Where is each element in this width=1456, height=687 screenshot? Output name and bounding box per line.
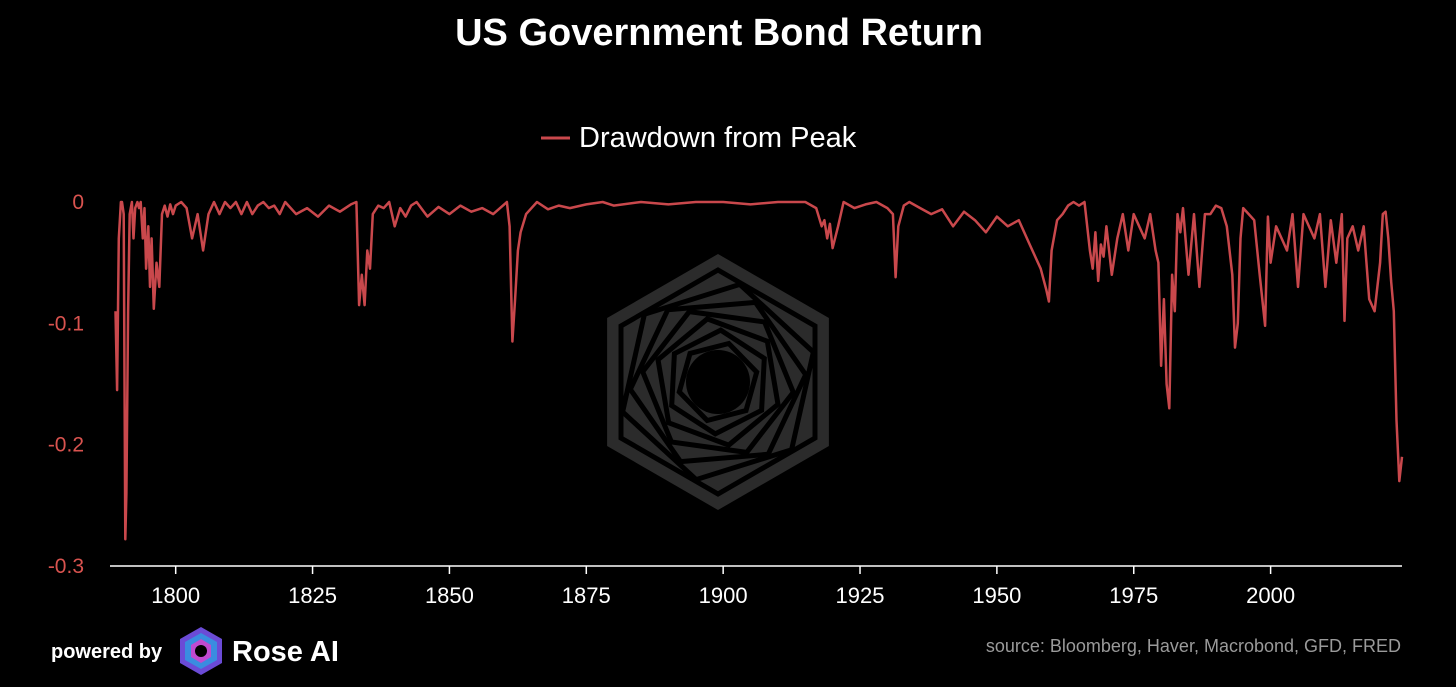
x-tick-label: 1800 bbox=[151, 583, 200, 608]
watermark-center bbox=[686, 350, 750, 414]
x-tick-label: 1875 bbox=[562, 583, 611, 608]
watermark-ring bbox=[669, 327, 767, 437]
watermark-ring bbox=[655, 316, 781, 448]
source-note: source: Bloomberg, Haver, Macrobond, GFD… bbox=[986, 636, 1401, 656]
x-tick-label: 1975 bbox=[1109, 583, 1158, 608]
x-axis: 1800 1825 1850 1875 1900 1925 1950 1975 2000 bbox=[110, 565, 1402, 608]
y-tick-label: 0 bbox=[72, 191, 84, 214]
watermark-ring bbox=[676, 340, 760, 424]
chart-title: US Government Bond Return bbox=[455, 12, 983, 54]
legend-label: Drawdown from Peak bbox=[579, 122, 857, 154]
y-tick-label: -0.2 bbox=[48, 434, 84, 457]
watermark-ring bbox=[618, 267, 818, 497]
x-tick-label: 1850 bbox=[425, 583, 474, 608]
y-axis: 0 -0.1 -0.2 -0.3 bbox=[48, 191, 84, 578]
rose-ai-logo-icon bbox=[180, 627, 222, 675]
brand-name: Rose AI bbox=[232, 636, 339, 668]
watermark-ring bbox=[639, 308, 797, 456]
legend: Drawdown from Peak bbox=[541, 122, 857, 154]
watermark-ring bbox=[627, 299, 809, 465]
y-tick-label: -0.3 bbox=[48, 555, 84, 578]
x-tick-label: 1825 bbox=[288, 583, 337, 608]
x-tick-label: 1950 bbox=[972, 583, 1021, 608]
x-tick-label: 1900 bbox=[699, 583, 748, 608]
series-line-drawdown bbox=[114, 200, 1404, 541]
y-tick-label: -0.1 bbox=[48, 312, 84, 335]
powered-by-label: powered by bbox=[51, 641, 163, 663]
watermark-logo-icon bbox=[607, 254, 829, 510]
x-tick-label: 2000 bbox=[1246, 583, 1295, 608]
x-tick-label: 1925 bbox=[836, 583, 885, 608]
watermark-ring bbox=[619, 281, 817, 483]
